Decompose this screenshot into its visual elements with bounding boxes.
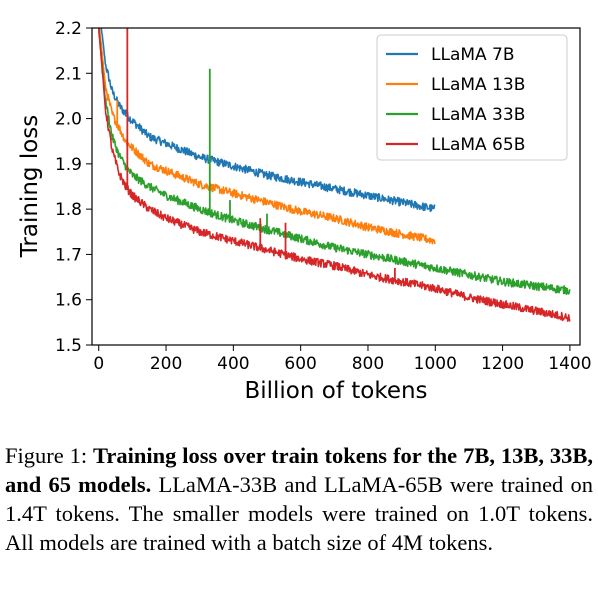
x-axis: 0 200 400 600 800 1000 1200 1400: [93, 345, 592, 374]
legend-label: LLaMA 13B: [431, 75, 525, 95]
legend-label: LLaMA 7B: [431, 45, 515, 65]
x-tick-label: 800: [352, 354, 384, 374]
x-tick-label: 1200: [481, 354, 524, 374]
y-tick-label: 2.0: [55, 110, 82, 130]
x-tick-label: 1000: [414, 354, 457, 374]
y-tick-label: 2.1: [55, 64, 82, 84]
y-axis: 1.5 1.6 1.7 1.8 1.9 2.0 2.1 2.2: [55, 19, 92, 356]
x-tick-label: 200: [150, 354, 182, 374]
series-line-llama-65b: [97, 28, 571, 322]
series-layer: [97, 28, 571, 322]
x-tick-label: 1400: [548, 354, 591, 374]
x-axis-title: Billion of tokens: [244, 378, 427, 404]
series-line-llama-7b: [100, 28, 436, 213]
caption-prefix: Figure 1:: [5, 443, 94, 468]
training-loss-chart: 0 200 400 600 800 1000 1200 1400 1.51.61.71.81.…: [17, 19, 592, 404]
legend-label: LLaMA 33B: [431, 105, 525, 125]
y-tick-label: 1.7: [55, 245, 82, 265]
plot-frame: [91, 27, 581, 346]
y-tick-label: 1.9: [55, 155, 82, 175]
y-tick-label: 1.8: [55, 200, 82, 220]
caption-body: LLaMA-33B and LLaMA-65B were trained on …: [5, 472, 593, 555]
series-line-llama-33b: [97, 28, 571, 296]
legend-label: LLaMA 65B: [431, 135, 525, 155]
x-tick-label: 400: [217, 354, 249, 374]
legend: LLaMA 7B LLaMA 13B LLaMA 33B LLaMA 65B: [376, 34, 568, 161]
series-line-llama-13b: [98, 28, 436, 245]
legend-box: [376, 34, 568, 161]
x-tick-label: 0: [93, 354, 104, 374]
x-tick-label: 600: [284, 354, 316, 374]
caption-bold: Training loss over train tokens for the …: [5, 443, 594, 497]
y-axis-title: Training loss: [17, 115, 43, 259]
figure-caption: Figure 1: Training loss over train token…: [5, 441, 593, 557]
y-tick-label: 2.2: [55, 19, 82, 39]
y-tick-label: 1.6: [55, 291, 82, 311]
y-tick-label: 1.5: [55, 336, 82, 356]
